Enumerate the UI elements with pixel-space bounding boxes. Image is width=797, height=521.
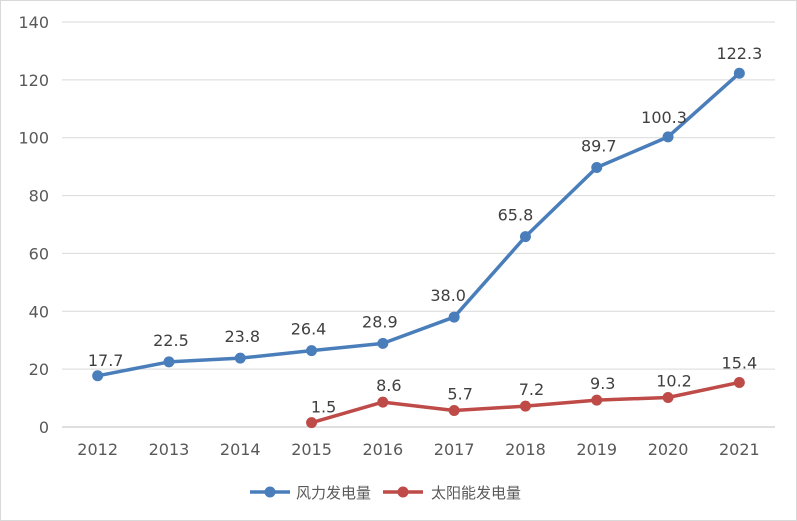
x-tick-label: 2012 — [77, 440, 118, 459]
y-axis: 0 20 40 60 80 100 120 140 — [18, 13, 49, 437]
data-label: 23.8 — [224, 327, 260, 346]
data-point — [519, 231, 531, 243]
x-tick-label: 2016 — [362, 440, 403, 459]
series-line — [97, 71, 741, 378]
data-point — [163, 356, 175, 368]
data-label: 89.7 — [581, 137, 617, 156]
y-tick-label: 100 — [18, 129, 49, 148]
data-point — [306, 417, 318, 429]
x-tick-label: 2015 — [291, 440, 332, 459]
x-tick-label: 2020 — [648, 440, 689, 459]
legend-marker — [397, 486, 409, 498]
data-point — [591, 162, 603, 174]
data-label: 9.3 — [590, 374, 615, 393]
x-axis: 2012 2013 2014 2015 2016 2017 2018 2019 2020 2021 — [77, 440, 759, 459]
data-point — [234, 352, 246, 364]
data-point — [92, 370, 104, 382]
data-label: 38.0 — [430, 286, 466, 305]
y-tick-label: 60 — [29, 244, 49, 263]
x-tick-label: 2021 — [719, 440, 760, 459]
data-point — [448, 311, 460, 323]
data-label: 15.4 — [722, 353, 758, 372]
data-point — [662, 131, 674, 143]
legend-marker — [264, 486, 276, 498]
x-tick-label: 2019 — [576, 440, 617, 459]
data-label: 8.6 — [376, 376, 401, 395]
y-tick-label: 20 — [29, 360, 49, 379]
x-tick-label: 2018 — [505, 440, 546, 459]
data-label: 122.3 — [716, 44, 762, 63]
legend-item-2: 太阳能发电量 — [383, 484, 521, 502]
data-label: 100.3 — [641, 108, 687, 127]
series-1: 17.7 22.5 23.8 26.4 28.9 38.0 65.8 89.7 100.3 122… — [88, 44, 762, 382]
x-tick-label: 2014 — [220, 440, 261, 459]
y-tick-label: 140 — [18, 13, 49, 32]
data-label: 5.7 — [447, 385, 472, 404]
data-point — [377, 396, 389, 408]
series-2: 1.5 8.6 5.7 7.2 9.3 10.2 15.4 — [306, 353, 758, 429]
data-label: 28.9 — [362, 312, 398, 331]
data-point — [377, 337, 389, 349]
y-tick-label: 0 — [39, 418, 49, 437]
data-point — [733, 67, 745, 79]
data-label: 10.2 — [656, 371, 692, 390]
data-point — [448, 405, 460, 417]
data-point — [306, 345, 318, 357]
y-tick-label: 120 — [18, 71, 49, 90]
data-point — [662, 391, 674, 403]
legend-label: 风力发电量 — [296, 484, 371, 502]
legend: 风力发电量 太阳能发电量 — [250, 484, 521, 502]
series-group: 17.7 22.5 23.8 26.4 28.9 38.0 65.8 89.7 100.3 122… — [88, 44, 762, 429]
y-tick-label: 40 — [29, 302, 49, 321]
x-tick-label: 2013 — [149, 440, 190, 459]
data-point — [591, 394, 603, 406]
data-label: 26.4 — [291, 320, 327, 339]
legend-item-1: 风力发电量 — [250, 484, 371, 502]
data-label: 17.7 — [88, 351, 124, 370]
x-tick-label: 2017 — [434, 440, 475, 459]
data-label: 65.8 — [498, 206, 534, 225]
data-label: 1.5 — [311, 398, 336, 417]
y-tick-label: 80 — [29, 187, 49, 206]
data-label: 7.2 — [519, 380, 544, 399]
data-label: 22.5 — [153, 331, 189, 350]
data-point — [519, 400, 531, 412]
data-point — [733, 376, 745, 388]
gridlines — [62, 21, 775, 428]
legend-label: 太阳能发电量 — [431, 484, 521, 502]
